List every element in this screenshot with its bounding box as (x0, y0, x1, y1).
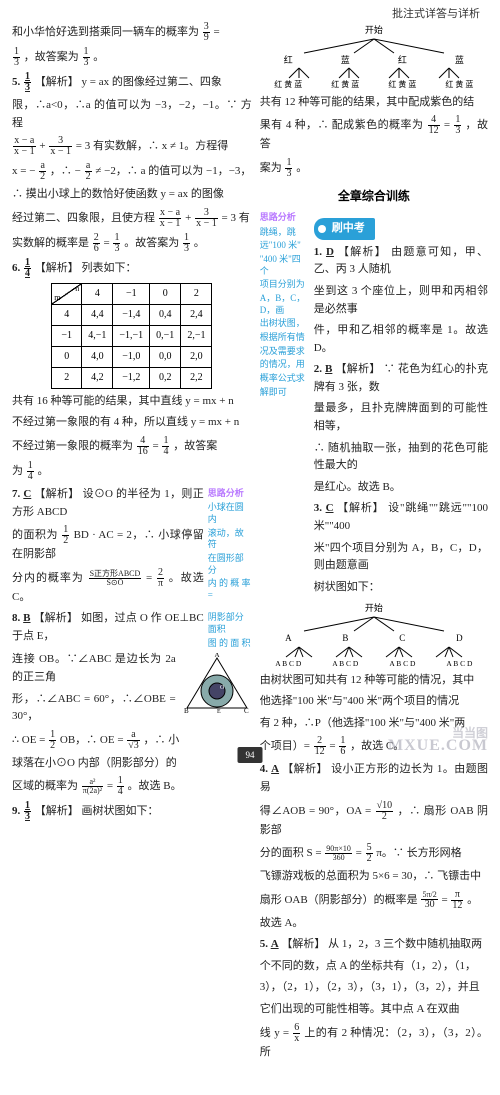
q8g: 球落在小⊙O 内部（阴影部分）的 (12, 755, 252, 773)
tree-diagram-1: 开始 红 蓝 红 蓝 红 (260, 25, 488, 91)
svg-text:E: E (217, 709, 221, 715)
svg-text:A: A (214, 653, 219, 659)
r-annot-6: 出树状图， (260, 318, 310, 330)
left-column: 和小华恰好选到搭乘同一辆车的概率为 39 = 13 ，故答案为 13 。 5. … (12, 22, 252, 1065)
q5c: x = − a2 ，∴ − a2 ≠ −2，∴ a 的值可以为 −1，−3， (12, 161, 252, 182)
q5: 5. 13 【解析】 y = ax 的图像经过第二、四象 (12, 72, 252, 93)
page-header: 批注式详答与详析 (392, 6, 480, 24)
rq3c: 树状图如下： (314, 579, 488, 597)
q5f: 实数解的概率是 26 = 13 。故答案为 13 。 (12, 233, 252, 254)
annot-7-4: 内 的 概 率 = (208, 578, 252, 601)
r-annot-11: 解即可 (260, 387, 310, 399)
q7d: 分内的概率为 S正方形ABCDS⊙O = 2π 。故选 C。 (12, 568, 204, 607)
section-banner: 刷中考 (314, 218, 488, 240)
section-title: 全章综合训练 (260, 187, 488, 206)
q6d: 不经过第一象限的概率为 416 = 14 ，故答案 (12, 436, 252, 457)
watermark-1: MXUE.COM (388, 733, 488, 759)
rq2c: ∴ 随机抽取一张，抽到的花色可能性最大的 (314, 440, 488, 475)
rq5d: 它们出现的可能性相等。其中点 A 在双曲 (260, 1001, 488, 1019)
rq4d: 分的面积 S = 90π×10360 = 52 π。∵ 长方形网格 (260, 843, 488, 864)
page-body: 和小华恰好选到搭乘同一辆车的概率为 39 = 13 ，故答案为 13 。 5. … (0, 0, 500, 1095)
rq3: 3. C 【解析】 设"跳绳""跳远""100 米""400 (314, 500, 488, 535)
q7: 7. C 【解析】 设⊙O 的半径为 1，则正方形 ABCD (12, 486, 204, 521)
r-annot-10: 概率公式求 (260, 373, 310, 385)
annot-7-1: 小球在圆内 (208, 502, 252, 525)
p1: 和小华恰好选到搭乘同一辆车的概率为 39 = (12, 22, 252, 43)
rq2d: 是红心。故选 B。 (314, 479, 488, 497)
svg-text:O: O (220, 685, 225, 691)
rq4b: 得∠AOB = 90°，OA = √102 ，∴ 扇形 OAB 阴影部 (260, 801, 488, 840)
tree1a: 共有 12 种等可能的结果，其中配成紫色的结 (260, 94, 488, 112)
q6c: 不经过第一象限的有 4 种，所以直线 y = mx + n (12, 414, 252, 432)
annot-7-2: 滚动，故符 (208, 528, 252, 551)
q6b: 共有 16 种等可能的结果，其中直线 y = mx + n (12, 393, 252, 411)
svg-text:C: C (244, 707, 249, 715)
q5d: ∴ 摸出小球上的数恰好使函数 y = ax 的图像 (12, 186, 252, 204)
q8h: 区域的概率为 a²π(2a)² = 14 。故选 B。 (12, 776, 252, 797)
rq4: 4. A 【解析】 设小正方形的边长为 1。由题图易 (260, 761, 488, 796)
annot-label-r: 思路分析 (260, 210, 310, 224)
r-annot-8: 况及需要求 (260, 346, 310, 358)
r-annot-5: A，B，C，D，画 (260, 293, 310, 316)
rq1: 1. D 【解析】 由题意可知，甲、乙、丙 3 人随机 (314, 244, 488, 279)
r-annot-4: 项目分别为 (260, 279, 310, 291)
data-table: nm 4 −1 0 2 44,4−1,40,42,4 −14,−1−1,−10,… (51, 283, 212, 389)
circle-diagram: A B C O E (182, 653, 252, 723)
rq5c: 3），（2，1），（2，3），（3，1），（3，2），并且 (260, 979, 488, 997)
rq1b: 坐到这 3 个座位上，则甲和丙相邻是必然事 (314, 283, 488, 318)
rq3d: 由树状图可知共有 12 种等可能的情况，其中 (260, 672, 488, 690)
rq1c: 件，甲和乙相邻的概率是 1。故选 D。 (314, 322, 488, 357)
rq4k: 故选 A。 (260, 915, 488, 933)
annot-7-3: 在圆形部分 (208, 553, 252, 576)
r-annot-1: 跳绳，跳 (260, 227, 310, 239)
r-annot-3: "400 米"四个 (260, 254, 310, 277)
rq3e: 他选择"100 米"与"400 米"两个项目的情况 (260, 693, 488, 711)
rq4g: 飞镖游戏板的总面积为 5×6 = 30，∴ 飞镖击中 (260, 868, 488, 886)
rq5e: 线 y = 6x 上的有 2 种情况：（2，3），（3，2）。所 (260, 1023, 488, 1062)
page-number: 94 (238, 747, 263, 763)
q5eq1: x − ax − 1 + 3x − 1 = 3 有实数解，∴ x ≠ 1。方程得 (12, 136, 252, 157)
q6: 6. 14 【解析】 列表如下： (12, 258, 252, 279)
rq3b: 米"四个项目分别为 A，B，C，D，则由题意画 (314, 540, 488, 575)
q5b: 限，∴a<0，∴a 的值可以为 −3，−2，−1。∵ 方程 (12, 97, 252, 132)
rq2: 2. B 【解析】 ∵ 花色为红心的扑克牌有 3 张，数 (314, 361, 488, 396)
q8: 8. B 【解析】 如图，过点 O 作 OE⊥BC 于点 E， (12, 610, 204, 645)
rq2b: 量最多，且扑克牌牌面到的可能性相等， (314, 400, 488, 435)
q7b: 的面积为 12 BD · AC = 2，∴ 小球停留在阴影部 (12, 525, 204, 564)
rq5: 5. A 【解析】 从 1，2，3 三个数中随机抽取两 (260, 936, 488, 954)
rq5b: 个不同的数，点 A 的坐标共有（1，2），（1， (260, 958, 488, 976)
annot-8-lbl: 阴影部分面积 (208, 612, 252, 635)
r-annot-2: 远"100 米" (260, 240, 310, 252)
q9: 9. 13 【解析】 画树状图如下： (12, 801, 252, 822)
annot-8-1: 图 的 面 积 (208, 638, 252, 650)
tree1b: 果有 4 种，∴ 配成紫色的概率为 412 = 13 ，故答 (260, 115, 488, 154)
q5e: 经过第二、四象限，且使方程 x − ax − 1 + 3x − 1 = 3 有 (12, 208, 252, 229)
p1c: 13 ，故答案为 13 。 (12, 47, 252, 68)
r-annot-7: 根据所有情 (260, 332, 310, 344)
right-column: 开始 红 蓝 红 蓝 红 (260, 22, 488, 1065)
tree1e: 案为 13 。 (260, 158, 488, 179)
tree-diagram-2: 开始 A B C D A (260, 603, 488, 668)
annot-label-7: 思路分析 (208, 486, 252, 500)
q8d: ∴ OE = 12 OB，∴ OE = a√3 ，∴ 小 (12, 730, 252, 751)
q6g: 为 14 。 (12, 461, 252, 482)
r-annot-9: 的情况，用 (260, 359, 310, 371)
rq4h: 扇形 OAB（阴影部分）的概率是 5π/230 = π12 。 (260, 890, 488, 911)
svg-text:B: B (184, 707, 189, 715)
